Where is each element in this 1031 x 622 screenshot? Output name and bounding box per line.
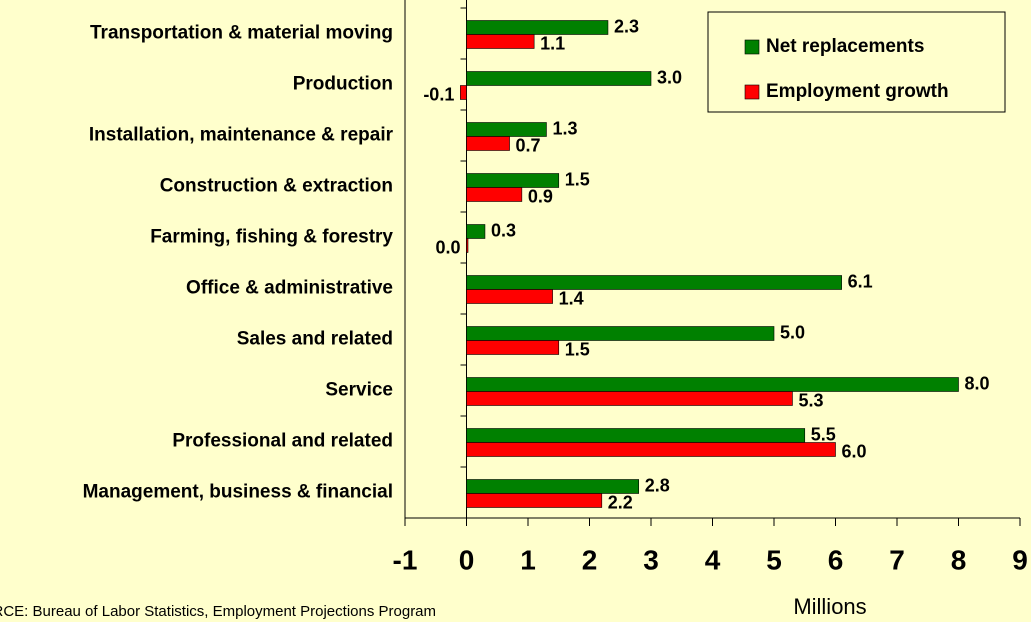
category-label: Office & administrative	[186, 278, 393, 299]
category-label: Construction & extraction	[160, 176, 393, 197]
bar	[466, 493, 603, 508]
x-tick-label: 4	[705, 544, 721, 575]
x-tick-label: 3	[643, 544, 659, 575]
bar	[466, 187, 523, 202]
x-tick-label: 8	[951, 544, 967, 575]
bar	[466, 391, 793, 406]
category-label: Transportation & material moving	[90, 23, 393, 44]
bar	[466, 275, 842, 290]
legend-label: Employment growth	[766, 81, 949, 102]
x-tick-label: 1	[520, 544, 536, 575]
data-label: 1.5	[565, 169, 590, 189]
data-label: 5.5	[811, 424, 836, 444]
bar	[466, 377, 959, 392]
x-tick-label: 7	[889, 544, 905, 575]
data-label: 1.5	[565, 339, 590, 359]
bar	[460, 85, 467, 100]
data-label: 8.0	[965, 373, 990, 393]
bar	[466, 136, 510, 151]
x-tick-label: 0	[459, 544, 475, 575]
data-label: 1.1	[540, 33, 565, 53]
bar	[466, 20, 609, 35]
bar	[466, 442, 836, 457]
bar	[466, 340, 560, 355]
x-tick-label: 6	[828, 544, 844, 575]
bar	[466, 289, 553, 304]
bar	[466, 428, 806, 443]
data-label: 6.1	[848, 271, 873, 291]
category-label: Sales and related	[237, 329, 393, 350]
data-label: 0.0	[435, 237, 460, 257]
data-label: -0.1	[423, 84, 454, 104]
legend-swatch	[744, 84, 760, 100]
bar	[466, 326, 775, 341]
category-label: Farming, fishing & forestry	[150, 227, 393, 248]
data-label: 0.7	[516, 135, 541, 155]
category-label: Management, business & financial	[83, 482, 393, 503]
x-tick-label: 9	[1012, 544, 1028, 575]
data-label: 2.3	[614, 16, 639, 36]
bar	[466, 34, 535, 49]
category-label: Production	[293, 74, 393, 95]
x-tick-label: -1	[393, 544, 418, 575]
legend-label: Net replacements	[766, 36, 924, 57]
bar	[466, 224, 486, 239]
bar	[466, 238, 469, 253]
x-axis-label: Millions	[793, 594, 866, 619]
data-label: 5.0	[780, 322, 805, 342]
category-label: Professional and related	[172, 431, 393, 452]
source-note: SOURCE: Bureau of Labor Statistics, Empl…	[0, 603, 436, 620]
data-label: 2.2	[608, 492, 633, 512]
category-label: Installation, maintenance & repair	[89, 125, 394, 146]
category-label: Service	[325, 380, 393, 401]
data-label: 0.3	[491, 220, 516, 240]
x-tick-label: 2	[582, 544, 598, 575]
data-label: 3.0	[657, 67, 682, 87]
data-label: 0.9	[528, 186, 553, 206]
bar	[466, 71, 652, 86]
data-label: 6.0	[842, 441, 867, 461]
x-tick-label: 5	[766, 544, 782, 575]
legend-swatch	[744, 39, 760, 55]
data-label: 2.8	[645, 475, 670, 495]
data-label: 1.3	[552, 118, 577, 138]
data-label: 1.4	[559, 288, 584, 308]
data-label: 5.3	[798, 390, 823, 410]
